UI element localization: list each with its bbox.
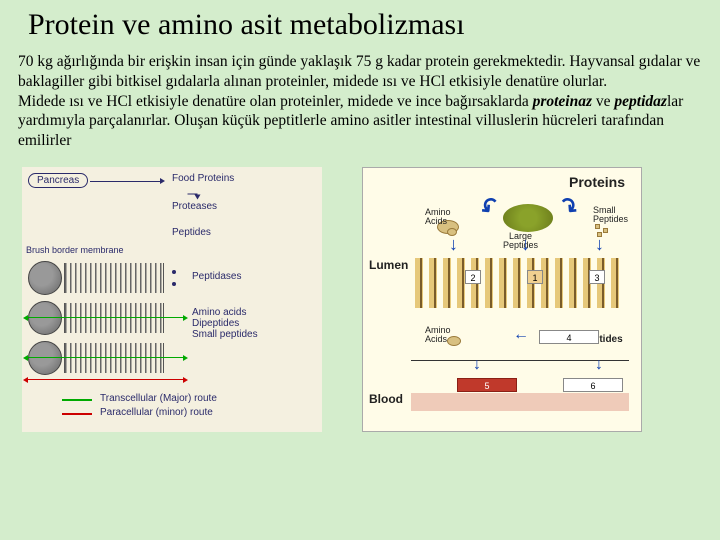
blood-label: Blood	[369, 392, 403, 406]
paracellular-label: Paracellular (minor) route	[100, 407, 213, 418]
small-pep-icon	[603, 228, 608, 233]
pancreas-label: Pancreas	[28, 173, 88, 188]
para-2mid: ve	[592, 93, 614, 110]
legend-green-line	[62, 399, 92, 401]
em-proteinaz: proteinaz	[533, 93, 592, 110]
down-arrow-icon: ↓	[473, 356, 481, 374]
small-pep-icon	[595, 224, 600, 229]
down-arrow-icon: ↓	[595, 356, 603, 374]
brush-border-icon	[64, 263, 164, 293]
right-diagram: Proteins Amino Acids Large Peptides Smal…	[362, 167, 642, 432]
aa-list-label: Amino acids Dipeptides Small peptides	[192, 307, 258, 340]
transcellular-line	[28, 357, 183, 358]
brush-border-label: Brush border membrane	[26, 245, 124, 255]
em-peptidaz: peptidaz	[614, 93, 667, 110]
small-peptides-text: Small peptides	[192, 329, 258, 340]
cell-icon	[28, 261, 62, 295]
blood-band	[411, 393, 629, 411]
left-arrow-icon: ←	[513, 326, 529, 344]
transcellular-line	[28, 317, 183, 318]
step-box-1: 1	[527, 270, 543, 284]
peptides-label: Peptides	[172, 227, 211, 238]
amino-acids-text: Amino acids	[192, 307, 246, 318]
cell-icon	[28, 301, 62, 335]
step-box-2: 2	[465, 270, 481, 284]
arrow-pancreas	[90, 181, 160, 182]
cell-row-3	[28, 341, 164, 375]
peptidases-label: Peptidases	[192, 271, 241, 282]
down-arrow-1	[188, 194, 198, 195]
curve-arrow-icon: ↶	[475, 191, 506, 223]
transcellular-label: Transcellular (Major) route	[100, 393, 217, 404]
proteases-label: Proteases	[172, 201, 217, 212]
legend-red-line	[62, 413, 92, 415]
step-box-4: 4	[539, 330, 599, 344]
cell-row-2	[28, 301, 164, 335]
left-diagram: Pancreas Food Proteins Proteases Peptide…	[22, 167, 322, 432]
aa-blob	[447, 336, 461, 346]
step-box-6: 6	[563, 378, 623, 392]
brush-border-icon	[64, 343, 164, 373]
brush-border-icon	[64, 303, 164, 333]
small-peptides-label: Small Peptides	[593, 206, 628, 224]
food-proteins-label: Food Proteins	[172, 173, 234, 184]
down-arrow-icon: ↓	[521, 234, 530, 255]
amino-acids-top-label: Amino Acids	[425, 208, 451, 226]
protein-blob-icon	[503, 204, 553, 232]
proteins-label: Proteins	[569, 174, 625, 190]
cell-row-1	[28, 261, 164, 295]
curve-arrow-icon: ↶	[553, 191, 584, 223]
diagram-row: Pancreas Food Proteins Proteases Peptide…	[18, 167, 702, 432]
para-1: 70 kg ağırlığında bir erişkin insan için…	[18, 53, 700, 90]
page-title: Protein ve amino asit metabolizması	[28, 8, 702, 42]
step-box-5: 5	[457, 378, 517, 392]
peptidase-dot	[172, 282, 176, 286]
cell-icon	[28, 341, 62, 375]
down-arrow-icon: ↓	[449, 234, 458, 255]
body-paragraph: 70 kg ağırlığında bir erişkin insan için…	[18, 52, 702, 151]
down-arrow-icon: ↓	[595, 234, 604, 255]
para-2a: Midede ısı ve HCl etkisiyle denatüre ola…	[18, 93, 533, 110]
step-box-3: 3	[589, 270, 605, 284]
dipeptides-text: Dipeptides	[192, 318, 239, 329]
peptidase-dot	[172, 270, 176, 274]
paracellular-line	[28, 379, 183, 380]
lumen-label: Lumen	[369, 258, 408, 272]
